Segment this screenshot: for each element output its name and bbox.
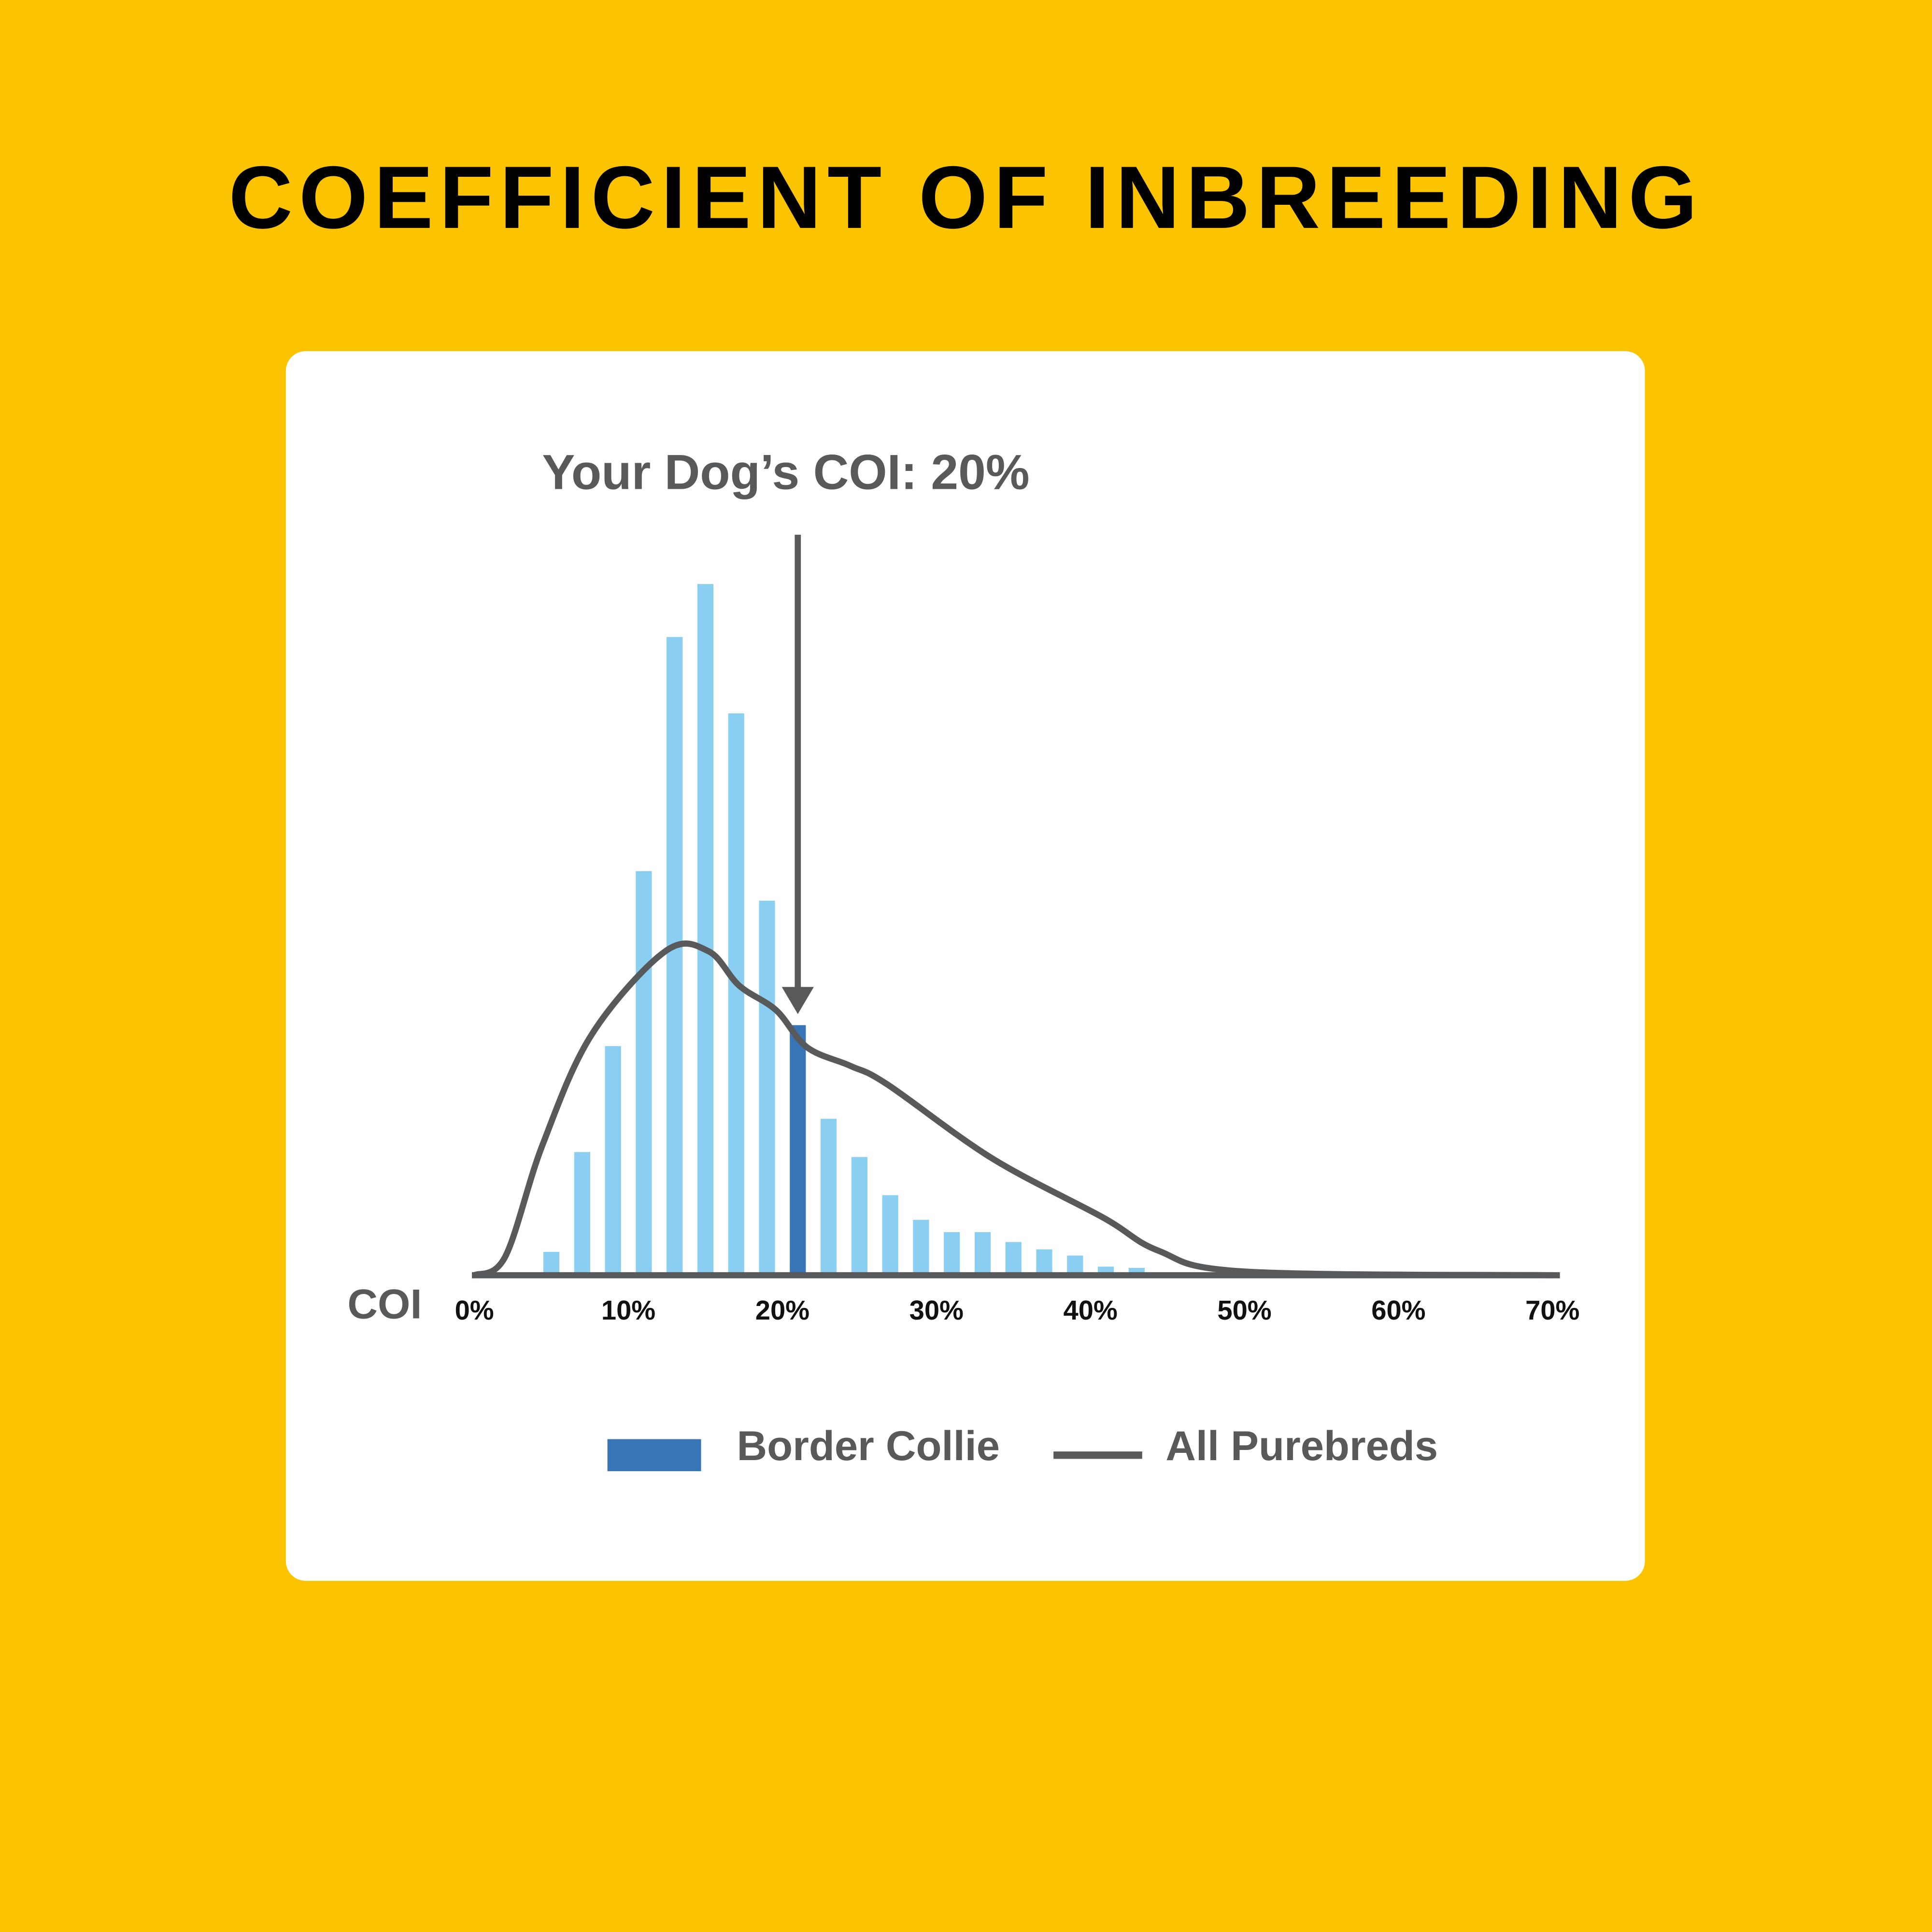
- x-axis-label: COI: [347, 1281, 422, 1328]
- bars-group: [543, 584, 1145, 1276]
- x-tick-label: 20%: [755, 1295, 810, 1325]
- bar-highlighted: [790, 1025, 806, 1276]
- bar: [1005, 1242, 1022, 1276]
- x-tick-label: 60%: [1371, 1295, 1425, 1325]
- legend-label-all-purebreds: All Purebreds: [1165, 1422, 1438, 1469]
- chart-title: COEFFICIENT OF INBREEDING: [228, 148, 1703, 247]
- x-tick-label: 30%: [909, 1295, 964, 1325]
- x-tick-label: 40%: [1063, 1295, 1117, 1325]
- legend-swatch-border-collie: [607, 1439, 701, 1471]
- bar: [913, 1220, 929, 1276]
- bar: [1067, 1255, 1083, 1276]
- bar: [882, 1195, 898, 1276]
- bar: [605, 1046, 621, 1276]
- bar: [574, 1152, 590, 1276]
- bar: [697, 584, 714, 1276]
- legend-label-border-collie: Border Collie: [737, 1422, 1000, 1469]
- annotation-arrow-head-icon: [781, 987, 814, 1014]
- bar: [1036, 1249, 1052, 1276]
- annotation-label: Your Dog’s COI: 20%: [542, 445, 1029, 500]
- all-purebreds-line: [472, 940, 1553, 1279]
- x-tick-label: 0%: [455, 1295, 494, 1325]
- x-ticks: 0% 10% 20% 30% 40% 50% 60% 70%: [455, 1295, 1580, 1325]
- chart-card: [285, 351, 1645, 1581]
- bar: [974, 1232, 991, 1276]
- x-tick-label: 50%: [1217, 1295, 1271, 1325]
- bar: [728, 713, 744, 1276]
- x-tick-label: 10%: [601, 1295, 655, 1325]
- bar: [944, 1232, 960, 1276]
- bar: [851, 1157, 867, 1276]
- bar: [636, 871, 652, 1276]
- bar: [820, 1119, 837, 1276]
- x-tick-label: 70%: [1525, 1295, 1579, 1325]
- bar: [543, 1251, 560, 1276]
- bar: [759, 900, 775, 1276]
- bar: [667, 637, 683, 1276]
